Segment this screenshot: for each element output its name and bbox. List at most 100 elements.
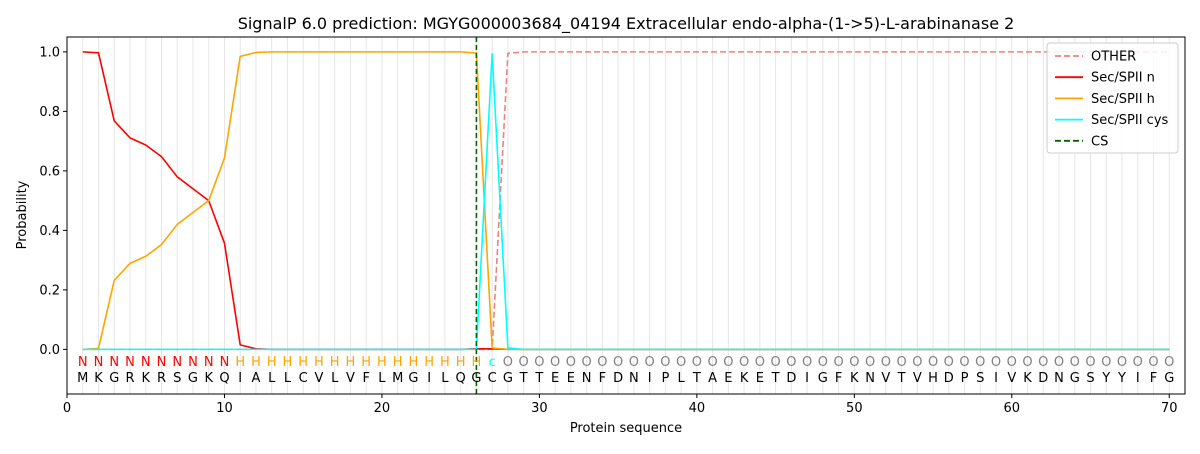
- residue-label: E: [724, 371, 732, 386]
- grid-lines: [82, 37, 1170, 394]
- region-label: O: [613, 355, 623, 370]
- residue-label: G: [503, 371, 513, 386]
- region-label: O: [582, 355, 592, 370]
- region-label: O: [1148, 355, 1158, 370]
- region-label: O: [755, 355, 765, 370]
- region-label: H: [440, 355, 450, 370]
- region-label: O: [912, 355, 922, 370]
- region-label: O: [1022, 355, 1032, 370]
- region-label: O: [645, 355, 655, 370]
- region-label: N: [141, 355, 151, 370]
- legend-label: Sec/SPII h: [1091, 92, 1155, 107]
- residue-label: E: [567, 371, 575, 386]
- y-axis-label: Probability: [15, 180, 30, 249]
- residue-label: N: [582, 371, 592, 386]
- x-tick-label: 30: [531, 401, 548, 416]
- residue-label: N: [629, 371, 639, 386]
- residue-label: V: [881, 371, 890, 386]
- residue-label: T: [692, 371, 701, 386]
- region-label: O: [1038, 355, 1048, 370]
- region-label: O: [676, 355, 686, 370]
- region-label: c: [489, 355, 496, 370]
- residue-label: V: [346, 371, 355, 386]
- residue-label: T: [534, 371, 543, 386]
- legend: OTHER Sec/SPII n Sec/SPII h Sec/SPII cys CS: [1046, 42, 1179, 154]
- residue-label: K: [740, 371, 749, 386]
- residue-label: S: [173, 371, 181, 386]
- residue-label: I: [427, 371, 431, 386]
- y-tick-label: 0.6: [39, 164, 60, 179]
- region-label: H: [330, 355, 340, 370]
- region-label: O: [1085, 355, 1095, 370]
- residue-label: A: [252, 371, 261, 386]
- region-label: O: [1164, 355, 1174, 370]
- residue-label: L: [284, 371, 292, 386]
- residue-label: K: [94, 371, 103, 386]
- residue-label: G: [818, 371, 828, 386]
- residue-label: Y: [1117, 371, 1126, 386]
- residue-label: P: [661, 371, 669, 386]
- region-label: O: [818, 355, 828, 370]
- region-label: O: [896, 355, 906, 370]
- residue-label: D: [1038, 371, 1048, 386]
- residue-label: E: [756, 371, 764, 386]
- region-label: H: [235, 355, 245, 370]
- region-label: O: [881, 355, 891, 370]
- x-tick-label: 0: [63, 401, 71, 416]
- region-label: O: [597, 355, 607, 370]
- region-label: O: [723, 355, 733, 370]
- x-tick-label: 40: [689, 401, 706, 416]
- sequence-labels: NMNKNGNRNKNRNSNGNKNQHIHAHLHLHCHVHLHVHFHL…: [77, 355, 1174, 386]
- residue-label: S: [976, 371, 984, 386]
- residue-label: S: [1086, 371, 1094, 386]
- legend-box: [1046, 42, 1179, 154]
- region-label: H: [346, 355, 356, 370]
- residue-label: P: [961, 371, 969, 386]
- residue-label: T: [519, 371, 528, 386]
- residue-label: I: [994, 371, 998, 386]
- residue-label: E: [551, 371, 559, 386]
- residue-label: V: [1007, 371, 1016, 386]
- residue-label: Q: [456, 371, 466, 386]
- residue-label: N: [865, 371, 875, 386]
- chart-title: SignalP 6.0 prediction: MGYG000003684_04…: [238, 14, 1015, 34]
- region-label: H: [393, 355, 403, 370]
- residue-label: G: [408, 371, 418, 386]
- residue-label: G: [471, 371, 481, 386]
- residue-label: Y: [1101, 371, 1110, 386]
- region-label: H: [409, 355, 419, 370]
- region-label: O: [503, 355, 513, 370]
- region-label: O: [692, 355, 702, 370]
- region-label: O: [849, 355, 859, 370]
- region-label: O: [566, 355, 576, 370]
- residue-label: K: [204, 371, 213, 386]
- residue-label: T: [771, 371, 780, 386]
- region-label: H: [267, 355, 277, 370]
- region-label: O: [660, 355, 670, 370]
- plot-frame: [66, 36, 1186, 395]
- region-label: H: [472, 355, 482, 370]
- residue-label: V: [913, 371, 922, 386]
- residue-label: C: [299, 371, 308, 386]
- residue-label: F: [362, 371, 369, 386]
- residue-label: D: [613, 371, 623, 386]
- region-label: H: [377, 355, 387, 370]
- region-label: H: [298, 355, 308, 370]
- region-label: H: [283, 355, 293, 370]
- region-label: O: [833, 355, 843, 370]
- residue-label: V: [314, 371, 323, 386]
- residue-label: D: [944, 371, 954, 386]
- x-tick-label: 50: [846, 401, 863, 416]
- residue-label: R: [125, 371, 134, 386]
- residue-label: M: [392, 371, 403, 386]
- x-tick-label: 70: [1161, 401, 1178, 416]
- region-label: O: [1133, 355, 1143, 370]
- residue-label: G: [1164, 371, 1174, 386]
- series-lines: [82, 51, 1170, 351]
- residue-label: F: [1150, 371, 1157, 386]
- region-label: H: [424, 355, 434, 370]
- residue-label: I: [648, 371, 652, 386]
- residue-label: F: [835, 371, 842, 386]
